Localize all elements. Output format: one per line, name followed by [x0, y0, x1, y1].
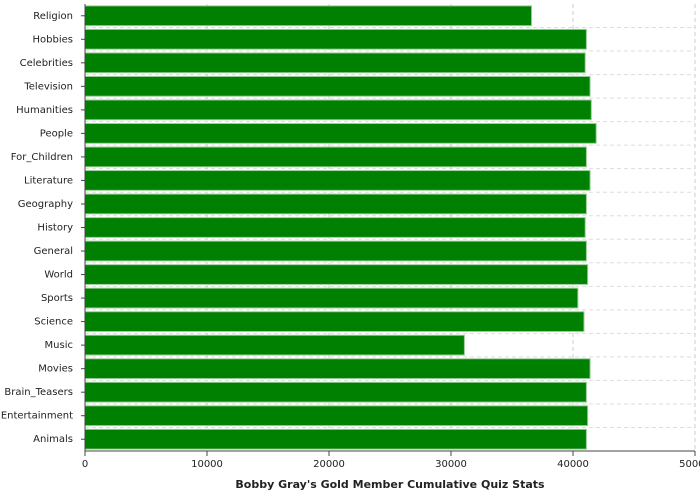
bar — [84, 334, 465, 356]
bar — [84, 75, 591, 97]
bar — [84, 358, 591, 380]
bar — [84, 287, 579, 309]
y-tick-label: Brain_Teasers — [4, 387, 73, 398]
bar — [84, 311, 585, 332]
y-tick-label: Entertainment — [1, 411, 73, 422]
bar — [84, 5, 533, 27]
bar — [84, 170, 591, 191]
x-tick-label: 10000 — [191, 459, 223, 470]
y-tick-label: Hobbies — [33, 34, 73, 45]
bar — [84, 146, 587, 168]
y-tick-label: World — [44, 270, 73, 281]
y-tick-label: Geography — [18, 199, 73, 210]
bar — [84, 381, 587, 403]
bar — [84, 240, 587, 262]
bar — [84, 52, 586, 74]
y-tick-label: Movies — [38, 364, 73, 375]
bar — [84, 428, 587, 450]
bar — [84, 405, 589, 427]
bar — [84, 28, 587, 50]
y-tick-label: Literature — [24, 175, 73, 186]
x-tick-label: 0 — [82, 459, 88, 470]
x-axis-label: Bobby Gray's Gold Member Cumulative Quiz… — [235, 478, 545, 491]
y-tick-label: Television — [23, 81, 73, 92]
y-tick-label: Sports — [41, 293, 73, 304]
y-tick-label: Celebrities — [20, 58, 73, 69]
y-tick-label: General — [34, 246, 73, 257]
x-tick-label: 20000 — [313, 459, 345, 470]
x-tick-label: 50000 — [679, 459, 700, 470]
bar — [84, 264, 589, 285]
y-tick-label: People — [40, 128, 73, 139]
bar — [84, 99, 592, 121]
y-tick-label: Science — [34, 317, 73, 328]
y-tick-label: Religion — [33, 11, 73, 22]
bar — [84, 193, 587, 215]
y-tick-label: For_Children — [11, 152, 73, 163]
y-tick-label: Animals — [33, 434, 73, 445]
x-tick-label: 40000 — [557, 459, 589, 470]
y-tick-label: Humanities — [16, 105, 73, 116]
y-tick-label: History — [37, 223, 73, 234]
x-tick-label: 30000 — [435, 459, 467, 470]
y-tick-label: Music — [45, 340, 73, 351]
bar — [84, 217, 586, 238]
bar — [84, 123, 597, 144]
